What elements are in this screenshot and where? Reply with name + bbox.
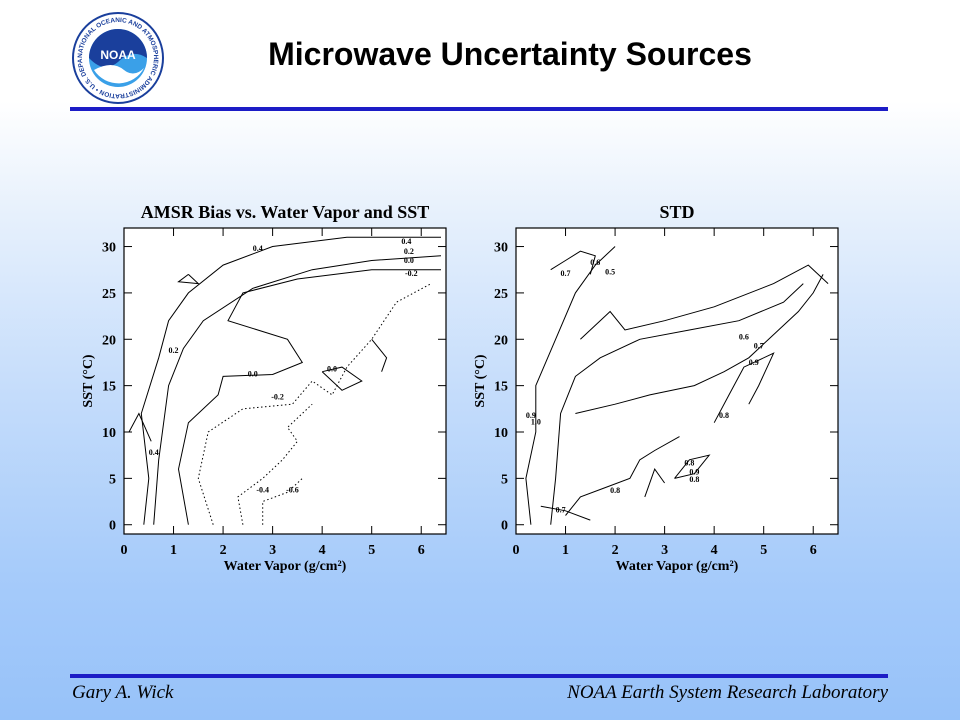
contour-label: 0.8 — [684, 458, 694, 467]
x-tick-label: 1 — [170, 543, 177, 558]
contour-label: 0.8 — [719, 411, 729, 420]
y-tick-label: 20 — [494, 333, 508, 348]
chart-title: STD — [659, 202, 694, 222]
y-tick-label: 20 — [102, 333, 116, 348]
page-title: Microwave Uncertainty Sources — [268, 36, 752, 72]
contour-line — [540, 505, 591, 521]
contour-label: 0.2 — [404, 247, 414, 256]
y-tick-label: 15 — [494, 380, 508, 395]
contour-label: -0.4 — [256, 485, 269, 494]
contour-label: -0.2 — [405, 269, 418, 278]
x-tick-label: 5 — [368, 543, 375, 558]
y-tick-label: 25 — [102, 287, 116, 302]
y-tick-label: 5 — [109, 472, 116, 487]
contour-label: 1.0 — [531, 418, 541, 427]
contour-label: 0.5 — [605, 267, 615, 276]
y-tick-label: 10 — [102, 426, 116, 441]
x-tick-label: 3 — [661, 543, 668, 558]
contour-line — [575, 274, 824, 414]
logo-text: NOAA — [100, 48, 136, 62]
contour-line — [550, 250, 596, 275]
x-axis-label: Water Vapor (g/cm²) — [224, 559, 347, 574]
contour-line — [565, 436, 680, 516]
y-tick-label: 5 — [501, 472, 508, 487]
contour-label: 0.4 — [401, 237, 411, 246]
contour-line — [237, 403, 313, 525]
y-axis-label: SST (°C) — [81, 354, 96, 408]
contour-label: 0.0 — [248, 369, 258, 378]
x-axis-label: Water Vapor (g/cm²) — [616, 559, 739, 574]
contour-line — [153, 255, 442, 525]
x-tick-label: 0 — [513, 543, 520, 558]
bias-contour-chart: AMSR Bias vs. Water Vapor and SST 0 1 2 3 4 5 6… — [78, 196, 458, 586]
x-tick-label: 5 — [760, 543, 767, 558]
plot-frame — [123, 227, 447, 535]
contour-label: 0.2 — [169, 346, 179, 355]
contour-label: -0.6 — [286, 485, 299, 494]
contour-label: 0.0 — [404, 256, 414, 265]
y-tick-label: 0 — [109, 519, 116, 534]
contour-label: 0.9 — [749, 358, 759, 367]
y-tick-label: 0 — [501, 519, 508, 534]
contour-label: 0.4 — [149, 448, 159, 457]
noaa-logo: NATIONAL OCEANIC AND ATMOSPHERIC ADMINIS… — [69, 7, 164, 104]
contour-line — [644, 468, 666, 498]
contour-label: 0.7 — [556, 506, 566, 515]
contour-line — [197, 283, 432, 525]
y-tick-label: 30 — [102, 241, 116, 256]
x-tick-label: 6 — [418, 543, 425, 558]
contour-label: 0.0 — [327, 365, 337, 374]
x-tick-label: 4 — [711, 543, 718, 558]
y-tick-label: 15 — [102, 380, 116, 395]
contour-line — [713, 352, 775, 423]
contour-label: 0.8 — [689, 475, 699, 484]
contour-label: -0.2 — [271, 393, 284, 402]
contour-label: 0.7 — [754, 342, 764, 351]
x-tick-label: 4 — [319, 543, 326, 558]
footer-organization: NOAA Earth System Research Laboratory — [567, 682, 888, 703]
std-contour-chart: STD 0 1 2 3 4 5 6 0 5 10 15 20 25 30 Water Vapor (g/cm²… — [470, 196, 850, 586]
contour-line — [321, 366, 363, 391]
contour-line — [580, 264, 829, 340]
contour-label: 0.4 — [253, 244, 263, 253]
x-tick-label: 3 — [269, 543, 276, 558]
contour-label: 0.9 — [526, 411, 536, 420]
bottom-divider — [70, 674, 888, 678]
y-tick-label: 10 — [494, 426, 508, 441]
footer-author: Gary A. Wick — [72, 682, 174, 703]
contour-label: 0.6 — [739, 332, 749, 341]
x-tick-label: 6 — [810, 543, 817, 558]
contour-line — [177, 269, 441, 525]
y-axis-label: SST (°C) — [473, 354, 488, 408]
x-tick-label: 2 — [612, 543, 619, 558]
contour-line — [128, 412, 152, 442]
contour-line — [674, 454, 711, 479]
contour-label: 0.9 — [689, 468, 699, 477]
x-tick-label: 0 — [121, 543, 128, 558]
x-tick-label: 1 — [562, 543, 569, 558]
x-tick-label: 2 — [220, 543, 227, 558]
y-tick-label: 30 — [494, 241, 508, 256]
contour-label: 0.7 — [561, 269, 571, 278]
contour-line — [262, 478, 303, 525]
contour-line — [550, 283, 804, 525]
chart-title: AMSR Bias vs. Water Vapor and SST — [141, 202, 430, 222]
plot-frame — [515, 227, 839, 535]
contour-line — [177, 273, 200, 285]
contour-line — [371, 338, 388, 372]
contour-label: 0.6 — [590, 258, 600, 267]
contour-label: 0.8 — [610, 486, 620, 495]
y-tick-label: 25 — [494, 287, 508, 302]
top-divider — [70, 107, 888, 111]
contour-line — [140, 236, 441, 525]
